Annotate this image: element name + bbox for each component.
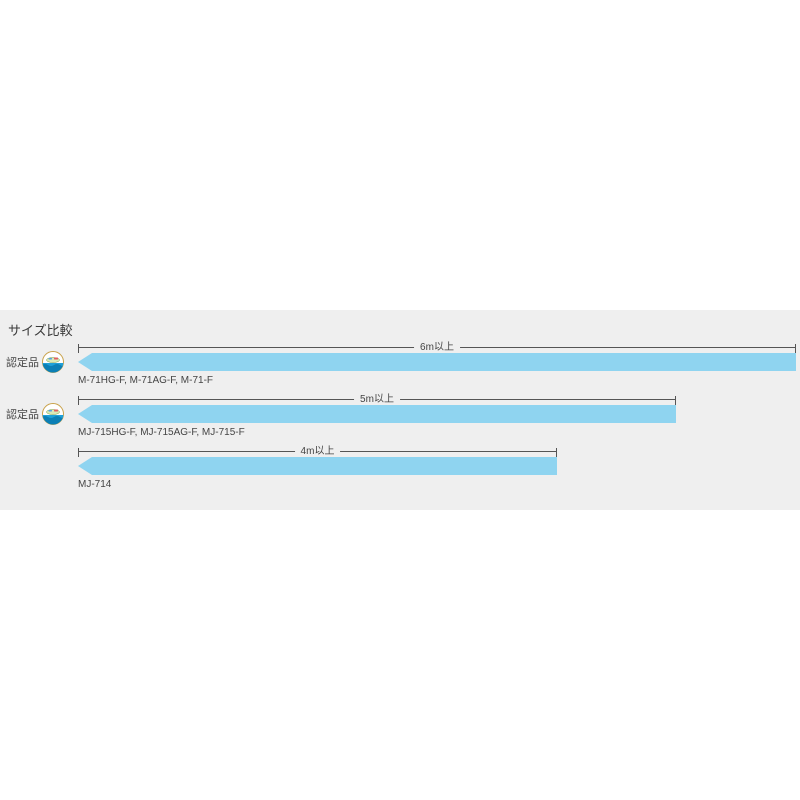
length-bar: [78, 353, 796, 371]
badge-col: 認定品: [6, 351, 78, 373]
rows-container: 認定品 6m以上 M-71HG-F, M-71AG-F, M-71-F: [6, 351, 794, 503]
size-row: 4m以上 MJ-714: [6, 455, 794, 503]
badge-col: 認定品: [6, 403, 78, 425]
product-codes: MJ-715HG-F, MJ-715AG-F, MJ-715-F: [78, 427, 245, 438]
certification-badge-icon: [42, 403, 64, 425]
bar-wrap: 6m以上: [78, 351, 794, 373]
badge-label: 認定品: [6, 354, 39, 370]
size-row: 認定品 5m以上 MJ-715HG-F, MJ-715AG-F, MJ-715-…: [6, 403, 794, 451]
size-row: 認定品 6m以上 M-71HG-F, M-71AG-F, M-71-F: [6, 351, 794, 399]
product-codes: MJ-714: [78, 479, 111, 490]
dimension-line: 5m以上: [78, 399, 676, 400]
length-bar: [78, 405, 676, 423]
bar-wrap: 4m以上: [78, 455, 794, 477]
dimension-label: 4m以上: [295, 442, 341, 457]
dimension-label: 6m以上: [414, 338, 460, 353]
dimension-line: 4m以上: [78, 451, 557, 452]
badge-label: 認定品: [6, 406, 39, 422]
size-comparison-panel: サイズ比較 認定品 6m以上 M-71HG-F, M-71AG-: [0, 310, 800, 510]
length-bar: [78, 457, 557, 475]
product-codes: M-71HG-F, M-71AG-F, M-71-F: [78, 375, 213, 386]
certification-badge-icon: [42, 351, 64, 373]
dimension-line: 6m以上: [78, 347, 796, 348]
dimension-label: 5m以上: [354, 390, 400, 405]
chart-title: サイズ比較: [8, 320, 794, 339]
bar-wrap: 5m以上: [78, 403, 794, 425]
